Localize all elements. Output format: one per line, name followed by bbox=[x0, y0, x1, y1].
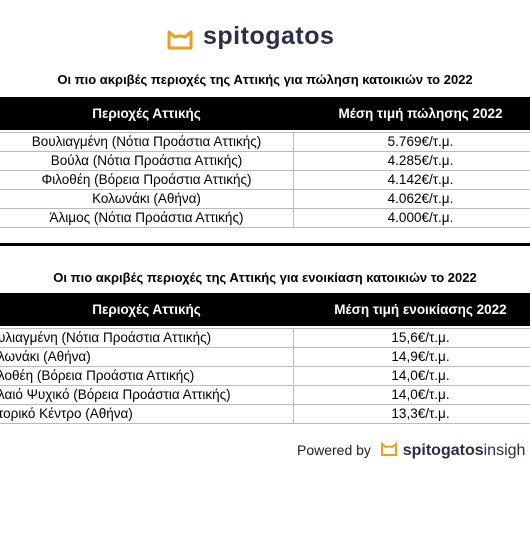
area-cell: Άλιμος (Νότια Προάστια Αττικής) bbox=[49, 210, 244, 225]
table-row: Κολωνάκι (Αθήνα) 4.062€/τ.μ. bbox=[0, 190, 530, 209]
column-divider bbox=[293, 133, 294, 228]
table-row: λοθέη (Βόρεια Προάστια Αττικής) 14,0€/τ.μ… bbox=[0, 367, 530, 386]
area-cell: λωνάκι (Αθήνα) bbox=[0, 349, 91, 364]
price-cell: 4.142€/τ.μ. bbox=[387, 172, 454, 187]
price-cell: 4.000€/τ.μ. bbox=[387, 210, 454, 225]
price-cell: 4.062€/τ.μ. bbox=[387, 191, 454, 206]
area-cell: Κολωνάκι (Αθήνα) bbox=[92, 191, 201, 206]
area-cell: Φιλοθέη (Βόρεια Προάστια Αττικής) bbox=[41, 172, 252, 187]
logo: spitogatos bbox=[165, 22, 365, 56]
table-title: Οι πιο ακριβές περιοχές της Αττικής για … bbox=[57, 72, 473, 87]
table-header: Περιοχές Αττικής Μέση τιμή πώλησης 2022 bbox=[0, 97, 530, 130]
area-cell: Βουλιαγμένη (Νότια Προάστια Αττικής) bbox=[31, 134, 262, 149]
price-cell: 15,6€/τ.μ. bbox=[391, 330, 450, 345]
row-line bbox=[0, 132, 530, 133]
price-cell: 4.285€/τ.μ. bbox=[387, 153, 454, 168]
table-row: Βουλιαγμένη (Νότια Προάστια Αττικής) 5.76… bbox=[0, 133, 530, 152]
area-cell: λαιό Ψυχικό (Βόρεια Προάστια Αττικής) bbox=[0, 387, 231, 402]
table-row: υλιαγμένη (Νότια Προάστια Αττικής) 15,6€/… bbox=[0, 329, 530, 348]
table-row: λαιό Ψυχικό (Βόρεια Προάστια Αττικής) 14,… bbox=[0, 386, 530, 405]
table-title: Οι πιο ακριβές περιοχές της Αττικής για … bbox=[53, 270, 477, 285]
area-cell: λοθέη (Βόρεια Προάστια Αττικής) bbox=[0, 368, 195, 383]
header-cell: Μέση τιμή πώλησης 2022 bbox=[338, 106, 503, 121]
header-cell: Περιοχές Αττικής bbox=[92, 106, 201, 121]
table-row: Φιλοθέη (Βόρεια Προάστια Αττικής) 4.142€/… bbox=[0, 171, 530, 190]
row-line bbox=[0, 328, 530, 329]
price-cell: 5.769€/τ.μ. bbox=[387, 134, 454, 149]
header-cell: Περιοχές Αττικής bbox=[92, 302, 201, 317]
column-divider bbox=[293, 329, 294, 424]
price-cell: 14,0€/τ.μ. bbox=[391, 387, 450, 402]
logo-icon bbox=[167, 30, 193, 50]
price-cell: 14,9€/τ.μ. bbox=[391, 349, 450, 364]
table-row: Βούλα (Νότια Προάστια Αττικής) 4.285€/τ.μ… bbox=[0, 152, 530, 171]
table-header: Περιοχές Αττικής Μέση τιμή ενοικίασης 202… bbox=[0, 293, 530, 326]
table-row: λωνάκι (Αθήνα) 14,9€/τ.μ. bbox=[0, 348, 530, 367]
powered-by: Powered by bbox=[297, 442, 371, 458]
area-cell: Βούλα (Νότια Προάστια Αττικής) bbox=[50, 153, 243, 168]
header-cell: Μέση τιμή ενοικίασης 2022 bbox=[334, 302, 507, 317]
separator bbox=[0, 243, 530, 246]
table-row: Άλιμος (Νότια Προάστια Αττικής) 4.000€/τ.… bbox=[0, 209, 530, 228]
footer-icon bbox=[380, 442, 397, 456]
logo-text: spitogatos bbox=[203, 22, 335, 50]
footer-brand: spitogatos bbox=[402, 442, 484, 459]
footer: Powered by spitogatosinsigh bbox=[297, 441, 525, 460]
table-row: τορικό Κέντρο (Αθήνα) 13,3€/τ.μ. bbox=[0, 405, 530, 424]
area-cell: τορικό Κέντρο (Αθήνα) bbox=[0, 406, 133, 421]
price-cell: 13,3€/τ.μ. bbox=[391, 406, 450, 421]
area-cell: υλιαγμένη (Νότια Προάστια Αττικής) bbox=[0, 330, 212, 345]
price-cell: 14,0€/τ.μ. bbox=[391, 368, 450, 383]
footer-suffix: insigh bbox=[483, 442, 526, 459]
